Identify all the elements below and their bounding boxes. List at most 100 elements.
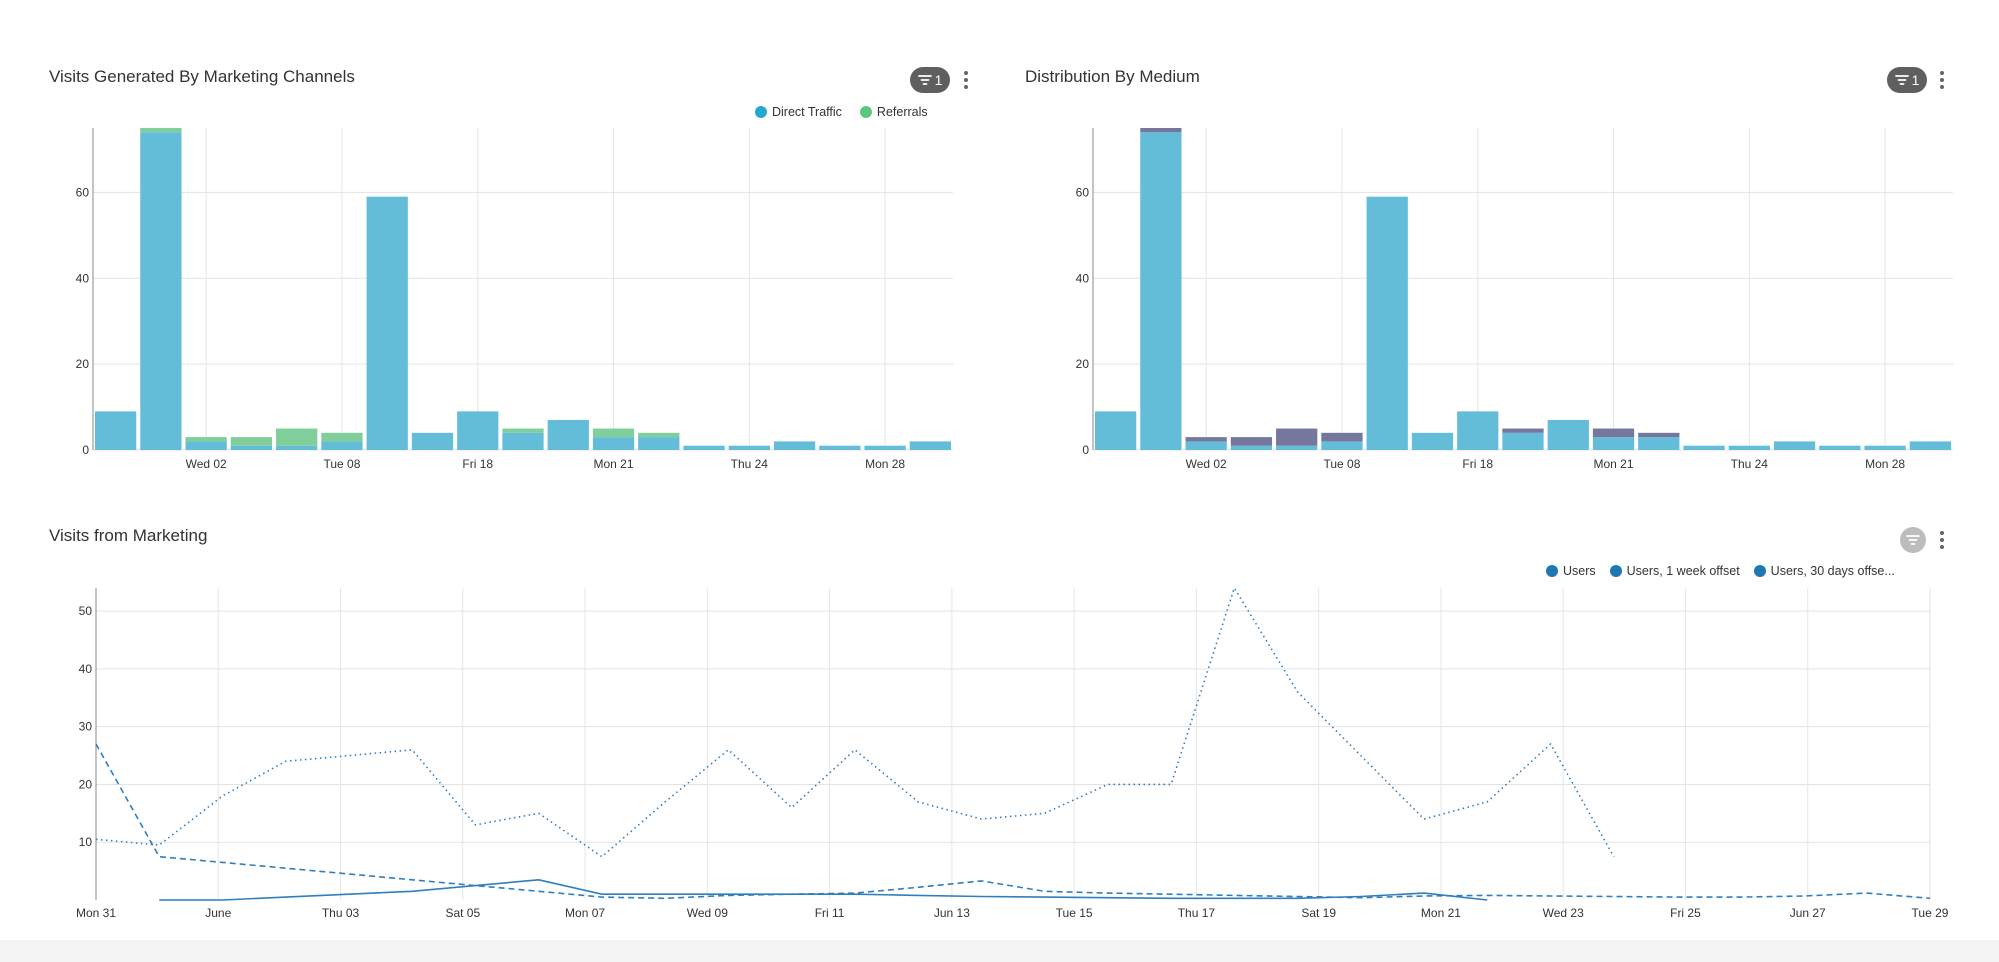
page-footer-bar	[0, 940, 1999, 962]
medium-chart-title: Distribution By Medium	[1025, 67, 1200, 86]
bar-series-0-2	[1185, 441, 1227, 450]
marketing-more-menu-icon[interactable]	[1936, 529, 1948, 551]
x-tick-label: Fri 25	[1670, 906, 1701, 920]
channels-more-menu-icon[interactable]	[960, 69, 972, 91]
filter-icon	[917, 75, 932, 85]
bar-series-0-8	[457, 411, 499, 450]
x-tick-label: Thu 17	[1178, 906, 1216, 920]
x-tick-label: Mon 31	[76, 906, 116, 920]
bar-series-0-9	[1502, 432, 1544, 450]
bar-series-0-5	[1321, 441, 1363, 450]
channels-legend: Direct Traffic Referrals	[755, 105, 928, 119]
bar-series-0-1	[140, 132, 182, 450]
y-tick-label: 60	[1076, 185, 1090, 199]
legend-label-users-30-days-offset: Users, 30 days offse...	[1770, 564, 1895, 578]
bar-series-0-3	[230, 445, 273, 450]
x-tick-label: Wed 02	[1186, 457, 1227, 471]
x-tick-label: Tue 08	[323, 457, 360, 471]
bar-series-0-11	[592, 437, 635, 450]
bar-series-1-4	[276, 428, 318, 446]
bar-series-0-5	[321, 441, 363, 450]
legend-dot-users-1-week-offset	[1609, 565, 1622, 577]
bar-series-0-17	[1864, 445, 1906, 450]
y-tick-label: 20	[76, 357, 90, 371]
y-tick-label: 40	[76, 271, 90, 285]
bar-series-0-14	[1728, 445, 1770, 450]
bar-series-0-6	[366, 196, 408, 450]
bar-series-0-2	[185, 441, 227, 450]
legend-item-users[interactable]: Users	[1546, 564, 1596, 578]
legend-label-referrals: Referrals	[876, 105, 928, 119]
x-tick-label: Tue 08	[1323, 457, 1360, 471]
bar-series-0-16	[1819, 445, 1861, 450]
bar-series-0-16	[819, 445, 861, 450]
bar-series-0-10	[1547, 419, 1589, 450]
channels-filter-button[interactable]: 1	[910, 67, 950, 93]
channels-chart-title: Visits Generated By Marketing Channels	[49, 67, 355, 86]
y-tick-label: 40	[1076, 271, 1090, 285]
medium-filter-button[interactable]: 1	[1887, 67, 1927, 93]
x-tick-label: Sat 05	[445, 906, 480, 920]
x-tick-label: Mon 07	[565, 906, 605, 920]
legend-item-users-30-days-offset[interactable]: Users, 30 days offse...	[1753, 564, 1895, 578]
x-tick-label: Sat 19	[1301, 906, 1336, 920]
legend-item-direct-traffic[interactable]: Direct Traffic	[755, 105, 842, 119]
bar-series-0-18	[1909, 441, 1951, 450]
filter-count: 1	[1911, 72, 1920, 88]
bar-series-0-7	[411, 432, 454, 450]
bar-series-0-8	[1457, 411, 1499, 450]
legend-dot-users-30-days-offset	[1753, 565, 1766, 577]
bar-series-0-17	[864, 445, 906, 450]
x-tick-label: Mon 21	[594, 457, 634, 471]
x-tick-label: Mon 21	[1594, 457, 1634, 471]
legend-dot-referrals	[859, 106, 872, 118]
bar-series-1-5	[1321, 432, 1363, 442]
x-tick-label: Tue 29	[1912, 906, 1949, 920]
bar-series-0-4	[276, 445, 318, 450]
marketing-chart-title: Visits from Marketing	[49, 526, 208, 545]
bar-series-0-14	[728, 445, 770, 450]
y-tick-label: 10	[79, 835, 93, 849]
bar-series-0-6	[1366, 196, 1408, 450]
bar-series-1-2	[185, 437, 227, 442]
bar-series-1-3	[1230, 437, 1273, 446]
legend-label-users: Users	[1563, 564, 1596, 578]
marketing-filter-button[interactable]	[1900, 527, 1926, 553]
bar-series-1-9	[502, 428, 544, 433]
x-tick-label: Mon 28	[865, 457, 905, 471]
bar-series-0-18	[909, 441, 951, 450]
bar-series-0-0	[1095, 411, 1137, 450]
bar-series-0-12	[1638, 437, 1680, 450]
y-tick-label: 0	[82, 443, 89, 457]
x-tick-label: Thu 24	[731, 457, 769, 471]
bar-series-0-15	[773, 441, 816, 450]
y-tick-label: 50	[79, 604, 93, 618]
bar-series-1-12	[638, 432, 680, 438]
bar-series-0-3	[1230, 445, 1273, 450]
line-series-2	[95, 587, 1615, 858]
x-tick-label: June	[205, 906, 231, 920]
y-tick-label: 30	[79, 720, 93, 734]
bar-series-0-0	[95, 411, 137, 450]
x-tick-label: Fri 11	[815, 906, 845, 920]
x-tick-label: Fri 18	[462, 457, 493, 471]
bar-series-0-15	[1773, 441, 1816, 450]
y-tick-label: 0	[1082, 443, 1089, 457]
legend-item-users-1-week-offset[interactable]: Users, 1 week offset	[1609, 564, 1740, 578]
channels-bar-chart: 0 20 40 60 Wed 02 Tue 08 Fri 18 Mon 21 Thu 24 Mon…	[76, 128, 953, 471]
y-tick-label: 40	[79, 662, 93, 676]
medium-bar-chart: 0 20 40 60 Wed 02 Tue 08 Fri 18 Mon 21 Thu 24 Mon…	[1076, 128, 1953, 471]
bar-series-1-11	[1592, 428, 1635, 438]
bar-series-0-12	[638, 437, 680, 450]
x-tick-label: Jun 13	[934, 906, 970, 920]
bar-series-0-4	[1276, 445, 1318, 450]
bar-series-1-9	[1502, 428, 1544, 433]
legend-item-referrals[interactable]: Referrals	[859, 105, 928, 119]
medium-more-menu-icon[interactable]	[1936, 69, 1948, 91]
bar-series-0-7	[1411, 432, 1454, 450]
legend-label-direct-traffic: Direct Traffic	[772, 105, 842, 119]
bar-series-1-1	[1140, 128, 1182, 133]
bar-series-0-1	[1140, 132, 1182, 450]
bar-series-1-2	[1185, 437, 1227, 442]
filter-count: 1	[934, 72, 943, 88]
